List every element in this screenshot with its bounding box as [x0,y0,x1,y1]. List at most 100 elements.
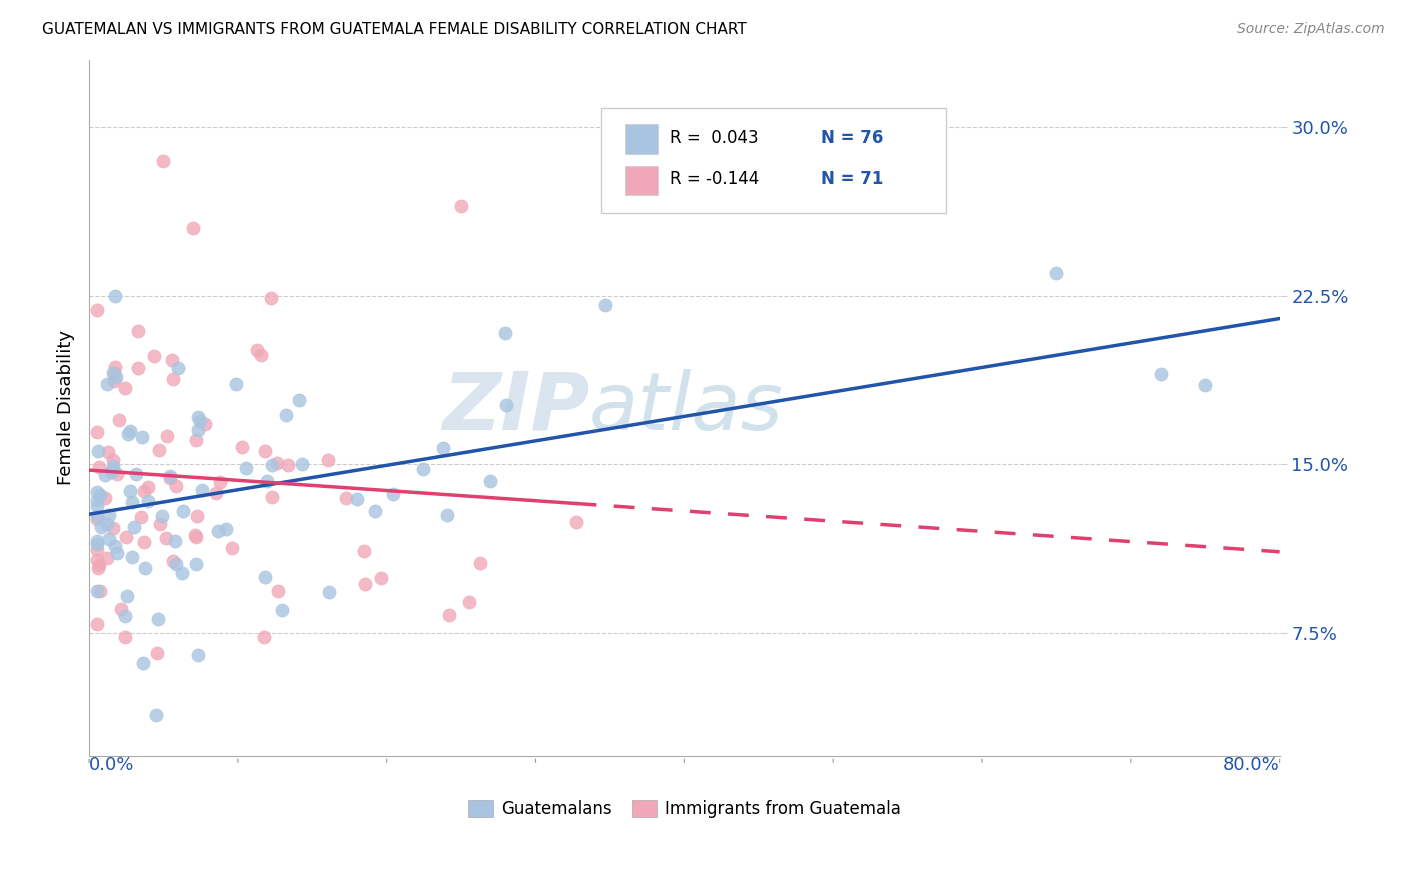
Point [381,486,404,500]
Point [291,457,314,471]
Point [86,508,108,523]
Point [114,381,136,395]
Point [117,426,139,441]
Point [86,584,108,599]
Point [225,377,247,392]
Point [162,371,184,385]
Point [353,576,375,591]
Point [166,557,188,571]
Point [346,491,368,506]
Point [184,530,207,544]
Point [260,291,283,305]
Point [1194,378,1216,392]
Point [159,471,181,485]
Point [186,648,208,663]
Point [136,480,159,494]
Point [412,462,434,476]
Point [115,530,138,544]
Point [101,453,124,467]
Point [104,370,127,384]
Point [266,456,288,470]
Point [97,445,120,459]
Point [231,441,253,455]
Point [155,428,177,442]
Point [187,423,209,437]
Text: R =  0.043: R = 0.043 [671,128,759,146]
Point [86,492,108,507]
Point [107,546,129,560]
Point [1045,266,1067,280]
FancyBboxPatch shape [624,166,658,195]
Point [250,348,273,362]
Point [271,603,294,617]
Point [134,561,156,575]
Point [104,289,127,303]
Point [103,374,125,388]
Point [145,707,167,722]
Point [108,413,131,427]
Point [96,551,118,566]
Point [432,441,454,455]
Point [436,508,458,523]
Point [262,490,284,504]
Point [274,408,297,422]
Point [94,491,117,506]
Point [437,607,460,622]
Text: R = -0.144: R = -0.144 [671,170,759,188]
Point [86,537,108,551]
Point [121,495,143,509]
Point [190,483,212,497]
Text: N = 71: N = 71 [821,170,883,188]
Point [254,570,277,584]
Point [235,461,257,475]
Point [89,558,111,572]
Point [256,474,278,488]
Point [221,541,243,555]
Legend: Guatemalans, Immigrants from Guatemala: Guatemalans, Immigrants from Guatemala [461,793,908,824]
Point [127,324,149,338]
Y-axis label: Female Disability: Female Disability [58,330,75,485]
Point [318,585,340,599]
Point [479,474,502,488]
Point [103,366,125,380]
Point [149,517,172,532]
Point [120,484,142,499]
Point [86,542,108,557]
Point [183,527,205,541]
Point [96,517,118,532]
Point [86,616,108,631]
Point [132,656,155,670]
Point [593,297,616,311]
Point [131,429,153,443]
Point [163,533,186,548]
Point [125,467,148,481]
Point [364,504,387,518]
Point [194,417,217,432]
Point [148,442,170,457]
Point [316,453,339,467]
FancyBboxPatch shape [624,124,658,153]
Point [143,349,166,363]
Point [468,556,491,570]
Text: N = 76: N = 76 [821,128,883,146]
FancyBboxPatch shape [600,108,946,213]
Point [494,326,516,340]
Point [172,566,194,580]
Point [181,221,204,235]
Text: atlas: atlas [589,369,785,447]
Point [114,609,136,624]
Point [86,499,108,513]
Point [114,630,136,644]
Point [160,352,183,367]
Point [105,467,128,481]
Point [115,589,138,603]
Text: 0.0%: 0.0% [89,756,135,774]
Point [450,199,472,213]
Point [145,646,167,660]
Point [458,595,481,609]
Point [132,534,155,549]
Point [335,491,357,505]
Point [370,571,392,585]
Point [564,515,586,529]
Point [215,522,238,536]
